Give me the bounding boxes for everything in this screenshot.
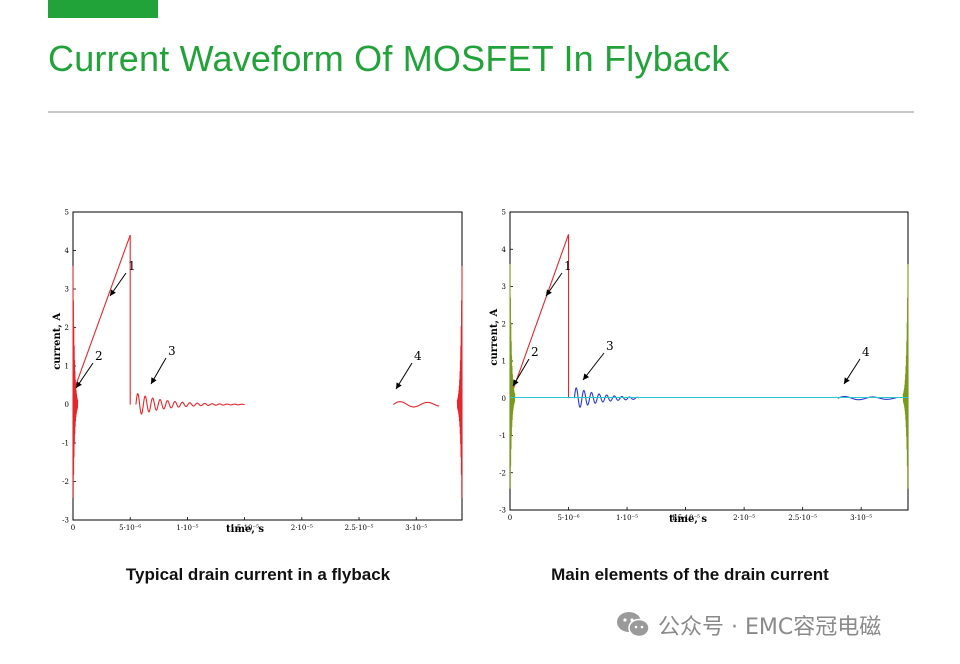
y-tick-label: 2 [65, 324, 69, 332]
annotation-label: 2 [95, 349, 103, 363]
y-axis-label: current, A [489, 308, 500, 365]
annotation-3: 3 [150, 344, 176, 385]
y-tick-label: -1 [499, 432, 506, 440]
waveform-spike [902, 264, 909, 489]
y-tick-label: -3 [62, 517, 69, 525]
series-0 [509, 234, 570, 399]
annotation-label: 3 [606, 339, 614, 353]
watermark-text: 公众号 · EMC容冠电磁 [658, 615, 882, 640]
waveform-ramp [72, 234, 131, 394]
annotation-1: 1 [545, 259, 572, 297]
y-tick-label: -2 [62, 478, 69, 486]
y-tick-label: 3 [65, 286, 69, 294]
title-accent-bar [48, 0, 158, 18]
y-tick-label: 1 [502, 358, 506, 366]
y-tick-label: 5 [502, 209, 506, 217]
x-tick-label: 1.5·10⁻⁵ [671, 514, 700, 522]
annotation-label: 2 [531, 345, 539, 359]
annotation-4: 4 [395, 349, 422, 390]
y-tick-label: 2 [502, 320, 506, 328]
x-axis-label: time, s [226, 524, 264, 535]
y-tick-label: 4 [502, 246, 507, 254]
y-tick-label: 5 [65, 209, 69, 217]
annotation-label: 1 [128, 259, 136, 273]
y-tick-label: -2 [499, 469, 506, 477]
chart-caption-right: Main elements of the drain current [551, 565, 829, 584]
annotation-label: 3 [168, 344, 176, 358]
x-tick-label: 3·10⁻⁵ [405, 524, 427, 532]
annotation-2: 2 [512, 345, 539, 387]
y-tick-label: 4 [65, 247, 70, 255]
waveform-spike [509, 264, 516, 489]
y-tick-label: -3 [499, 507, 506, 515]
x-tick-label: 5·10⁻⁶ [119, 524, 141, 532]
waveform-ramp [509, 234, 570, 399]
x-tick-label: 3·10⁻⁵ [850, 514, 872, 522]
x-tick-label: 0 [71, 524, 75, 532]
annotation-4: 4 [843, 345, 870, 385]
y-tick-label: 0 [502, 395, 506, 403]
arrowhead-icon [151, 377, 157, 384]
arrowhead-icon [396, 382, 402, 389]
chart-typical-drain-current: -3 -2 -1 0 1 2 3 4 5 0 5·10⁻⁶ 1·10⁻⁵ 1.5·10⁻⁵ 2·10⁻⁵ 2… [52, 209, 463, 535]
title-divider [48, 111, 914, 113]
arrowhead-icon [546, 289, 552, 296]
series-1 [509, 264, 909, 489]
series-0 [72, 234, 463, 498]
waveform-spike [456, 265, 463, 498]
x-tick-label: 1·10⁻⁵ [176, 524, 198, 532]
annotation-label: 4 [414, 349, 422, 363]
page-title: Current Waveform Of MOSFET In Flyback [48, 38, 730, 79]
y-tick-label: 3 [502, 283, 506, 291]
x-tick-label: 1·10⁻⁵ [616, 514, 638, 522]
x-tick-label: 1.5·10⁻⁵ [230, 524, 259, 532]
annotation-label: 4 [862, 345, 870, 359]
waveform-ring [135, 393, 245, 415]
y-axis-label: current, A [52, 313, 63, 370]
plot-frame [509, 211, 909, 511]
arrowhead-icon [583, 373, 590, 380]
arrowhead-icon [513, 379, 519, 386]
annotation-2: 2 [75, 349, 103, 389]
watermark: 公众号 · EMC容冠电磁 [616, 610, 881, 640]
waveform-ring [393, 401, 440, 408]
x-tick-label: 5·10⁻⁶ [557, 514, 579, 522]
arrowhead-icon [76, 381, 82, 388]
x-tick-label: 0 [508, 514, 512, 522]
arrowhead-icon [844, 377, 850, 384]
x-tick-label: 2.5·10⁻⁵ [345, 524, 374, 532]
annotation-label: 1 [564, 259, 572, 273]
y-tick-label: -1 [62, 440, 69, 448]
annotation-1: 1 [109, 259, 136, 297]
x-tick-label: 2.5·10⁻⁵ [788, 514, 817, 522]
chart-caption-left: Typical drain current in a flyback [125, 565, 391, 584]
x-axis-label: time, s [669, 514, 707, 525]
y-tick-label: 1 [65, 363, 69, 371]
arrowhead-icon [110, 289, 116, 296]
chart-main-elements: -3 -2 -1 0 1 2 3 4 5 0 5·10⁻⁶ 1·10⁻⁵ 1.5·10⁻⁵ 2·10⁻⁵ 2… [489, 209, 909, 525]
x-tick-label: 2·10⁻⁵ [733, 514, 755, 522]
x-tick-label: 2·10⁻⁵ [291, 524, 313, 532]
waveform-spike [72, 265, 79, 498]
wechat-icon [617, 612, 650, 638]
y-tick-label: 0 [65, 401, 69, 409]
annotation-3: 3 [582, 339, 614, 381]
